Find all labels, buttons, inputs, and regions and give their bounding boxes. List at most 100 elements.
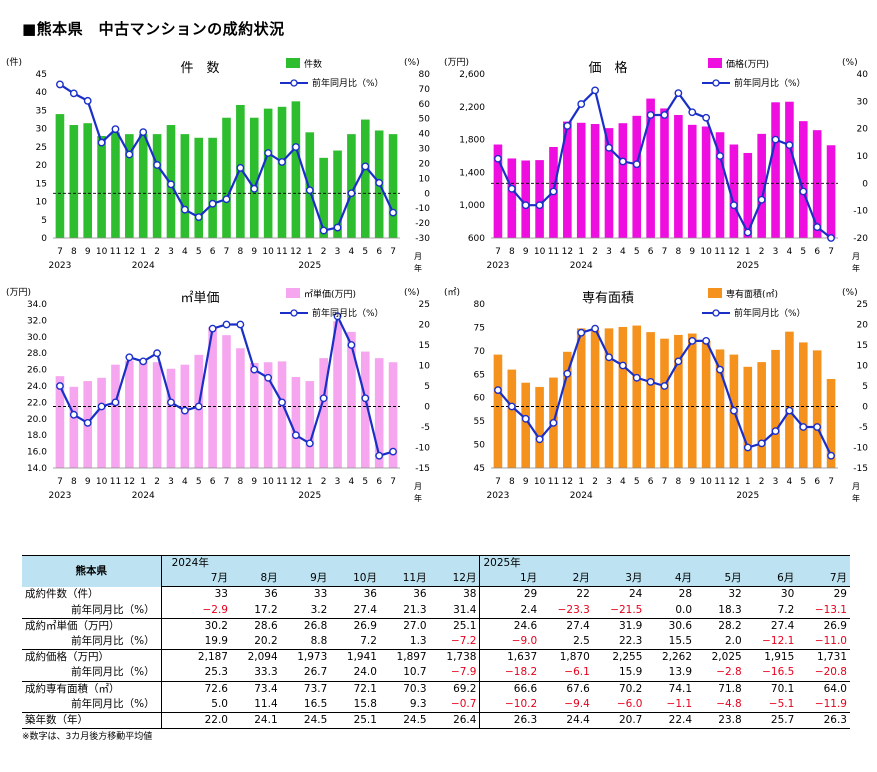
yoy-point (507, 184, 516, 193)
right-axis-unit: (%) (842, 288, 858, 298)
month-header: 8月 (230, 571, 281, 588)
yoy-point (535, 435, 544, 444)
table-cell: 2,025 (695, 649, 745, 666)
yoy-point (674, 89, 683, 98)
bar (360, 351, 370, 468)
bar (812, 130, 822, 238)
table-cell: −4.8 (716, 697, 742, 710)
yoy-point (716, 365, 724, 374)
table-cell: 13.9 (668, 666, 693, 679)
x-tick-label: 1 (140, 247, 146, 257)
table-cell: 25.7 (744, 711, 798, 730)
yoy-point (799, 187, 808, 196)
chart-count: (件) (%)件 数051015202530354045-30-20-100102… (6, 56, 431, 273)
month-header: 4月 (645, 571, 696, 588)
year-label: 2024 (570, 261, 593, 271)
bar (69, 125, 79, 238)
bar (347, 331, 356, 468)
yoy-point (347, 341, 356, 349)
x-tick-label: 7 (495, 477, 501, 487)
bar (125, 134, 134, 238)
yoy-point (361, 394, 370, 403)
table-cell: 36 (264, 588, 278, 601)
x-tick-label: 2 (592, 477, 598, 487)
table-cell: 7.2 (777, 603, 795, 616)
x-tick-label: 8 (509, 477, 515, 487)
table-cell: 29 (833, 588, 847, 601)
row-label: 成約件数（件） (22, 586, 162, 603)
yoy-point (319, 394, 328, 403)
y2-tick-label: 70 (419, 85, 431, 95)
x-tick-label: 10 (96, 247, 108, 257)
yoy-point (278, 398, 286, 407)
y-tick-label: 2,600 (459, 70, 485, 80)
x-tick-label: 9 (689, 247, 695, 257)
yoy-point (222, 320, 231, 329)
yoy-point (111, 125, 120, 134)
x-tick-label: 10 (700, 247, 712, 257)
table-cell: 1,897 (379, 649, 430, 666)
table-cell: 33 (214, 588, 228, 601)
yoy-point (139, 128, 148, 137)
y2-tick-label: -30 (415, 234, 430, 244)
y-tick-label: 18.0 (27, 431, 47, 441)
table-cell: 26.3 (797, 711, 850, 730)
x-tick-label: 7 (662, 477, 668, 487)
x-tick-label: 2 (592, 247, 598, 257)
x-tick-label: 3 (168, 247, 174, 257)
table-cell: 11.4 (254, 697, 278, 710)
bar (618, 326, 628, 468)
y2-tick-label: 5 (862, 382, 868, 392)
yoy-point (577, 100, 586, 108)
table-cell: 24.6 (479, 617, 541, 634)
bar (111, 364, 120, 468)
table-cell: −18.2 (479, 665, 541, 681)
x-tick-label: 10 (534, 477, 546, 487)
chart-title: 専有面積 (582, 291, 634, 306)
y2-tick-label: 20 (419, 321, 431, 331)
y-tick-label: 10 (36, 198, 48, 208)
table-cell: −21.5 (610, 603, 643, 616)
y2-tick-label: 50 (419, 115, 431, 125)
legend-bar-swatch (286, 58, 300, 68)
x-tick-label: 6 (210, 247, 216, 257)
yoy-point (507, 402, 516, 411)
x-tick-label: 1 (745, 477, 751, 487)
bar (604, 328, 614, 468)
legend-bar-label: ㎡単価(万円) (304, 288, 356, 300)
x-tick-label: 6 (376, 477, 382, 487)
table-cell: 20.2 (254, 635, 278, 648)
x-tick-label: 1 (578, 247, 584, 257)
y-tick-label: 45 (36, 70, 47, 80)
bar (319, 157, 328, 238)
x-tick-label: 6 (210, 477, 216, 487)
y-tick-label: 25 (36, 143, 47, 153)
x-tick-label: 12 (290, 477, 301, 487)
legend-bar-swatch (708, 288, 722, 298)
bar (152, 362, 162, 468)
x-tick-label: 7 (390, 247, 396, 257)
table-cell: 29 (479, 586, 541, 603)
x-tick-label: 7 (495, 247, 501, 257)
y2-tick-label: 15 (419, 341, 430, 351)
bar (590, 330, 600, 468)
x-tick-label: 5 (800, 247, 806, 257)
bar (180, 134, 190, 238)
x-tick-label: 2 (154, 477, 160, 487)
bar (785, 101, 794, 238)
x-tick-label: 4 (787, 477, 793, 487)
x-tick-label: 2 (154, 247, 160, 257)
y-tick-label: 14.0 (27, 464, 47, 474)
x-tick-label: 1 (307, 247, 313, 257)
legend-line-label: 前年同月比（%） (312, 77, 384, 89)
row-label: 成約㎡単価（万円） (22, 617, 162, 634)
legend-line-label: 前年同月比（%） (312, 307, 384, 319)
table-cell: 70.1 (744, 680, 798, 697)
yoy-point (153, 161, 162, 169)
bar (249, 117, 259, 238)
x-tick-label: 1 (140, 477, 146, 487)
yoy-point (194, 213, 203, 222)
yoy-point (785, 406, 794, 415)
yoy-point (153, 349, 162, 358)
y-tick-label: 22.0 (27, 398, 47, 408)
